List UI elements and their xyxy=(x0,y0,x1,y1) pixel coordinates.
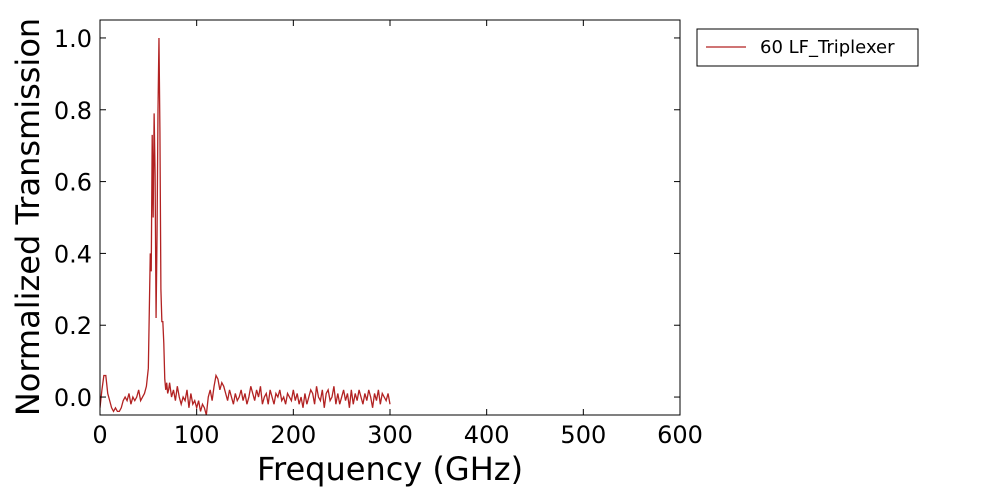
y-tick-label: 0.4 xyxy=(54,240,92,268)
x-tick-label: 400 xyxy=(464,421,510,449)
x-tick-label: 600 xyxy=(657,421,703,449)
plot-lines xyxy=(100,37,391,415)
x-axis-title: Frequency (GHz) xyxy=(257,450,523,488)
y-tick-label: 1.0 xyxy=(54,25,92,53)
y-tick-label: 0.8 xyxy=(54,97,92,125)
y-tick-label: 0.6 xyxy=(54,169,92,197)
axis-ticks: 0 100 200 300 400 500 600 0.0 0.2 0.4 0.6 0.8 1.0 xyxy=(54,20,703,449)
x-tick-label: 0 xyxy=(92,421,107,449)
y-tick-label: 0.0 xyxy=(54,384,92,412)
y-tick-label: 0.2 xyxy=(54,312,92,340)
x-tick-label: 300 xyxy=(367,421,413,449)
plot-area-frame xyxy=(99,19,681,416)
series-line-0 xyxy=(100,37,391,415)
y-axis-title: Normalized Transmission xyxy=(9,18,47,416)
x-tick-label: 200 xyxy=(270,421,316,449)
legend: 60 LF_Triplexer xyxy=(696,28,919,67)
legend-label: 60 LF_Triplexer xyxy=(760,37,895,58)
x-tick-label: 500 xyxy=(560,421,606,449)
x-tick-label: 100 xyxy=(174,421,220,449)
